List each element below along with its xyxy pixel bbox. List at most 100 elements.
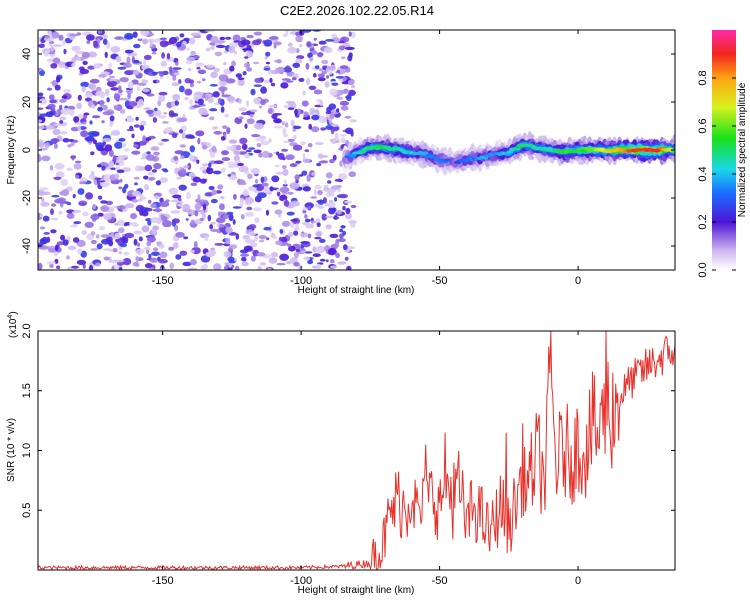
noise-blob [184, 88, 193, 96]
noise-blob [343, 244, 348, 251]
noise-blob [350, 204, 357, 209]
noise-blob [147, 171, 155, 176]
noise-blob [140, 157, 146, 160]
noise-blob [150, 146, 160, 151]
noise-blob [73, 116, 80, 123]
noise-blob [246, 206, 253, 211]
noise-blob [288, 231, 294, 238]
noise-blob [84, 221, 94, 228]
noise-blob [60, 179, 68, 186]
noise-blob [223, 250, 232, 258]
noise-blob [131, 222, 138, 226]
noise-blob [134, 182, 138, 186]
noise-blob [118, 97, 129, 101]
noise-blob [127, 81, 134, 89]
noise-blob [210, 198, 218, 204]
noise-blob [344, 200, 353, 204]
noise-blob [159, 37, 168, 41]
noise-blob [190, 259, 197, 266]
noise-blob [285, 154, 295, 161]
noise-blob [181, 132, 186, 140]
noise-blob [334, 241, 340, 248]
noise-blob [95, 90, 105, 97]
noise-blob [342, 206, 346, 211]
noise-blob [142, 88, 150, 93]
noise-blob [304, 214, 308, 219]
noise-blob [302, 186, 311, 192]
noise-blob [163, 127, 173, 134]
noise-blob [138, 140, 147, 146]
noise-blob [246, 34, 254, 39]
noise-blob [206, 167, 211, 172]
noise-blob [287, 46, 297, 54]
noise-blob [102, 38, 108, 45]
noise-blob [176, 41, 182, 48]
noise-blob [347, 79, 354, 85]
noise-blob [215, 190, 222, 194]
noise-blob [282, 127, 287, 135]
noise-blob [125, 221, 131, 226]
noise-blob [178, 85, 185, 93]
noise-blob [245, 201, 250, 205]
x-tick-label: -150 [152, 275, 174, 287]
noise-blob [246, 45, 252, 51]
noise-blob [209, 84, 218, 87]
noise-blob [286, 211, 295, 216]
noise-blob [56, 265, 61, 270]
noise-blob [97, 212, 104, 217]
noise-blob [308, 123, 313, 130]
noise-blob [124, 232, 135, 239]
noise-blob [250, 88, 256, 96]
noise-blob [242, 71, 247, 76]
noise-blob [61, 189, 70, 196]
noise-blob [221, 82, 227, 86]
noise-blob [306, 77, 310, 86]
snr-series [38, 331, 675, 570]
noise-blob [86, 34, 95, 41]
noise-blob [345, 207, 351, 214]
noise-blob [136, 86, 140, 91]
noise-blob [273, 44, 277, 49]
x-tick-label: -50 [432, 575, 448, 587]
noise-blob [45, 125, 55, 130]
noise-blob [200, 255, 211, 263]
noise-blob [133, 230, 143, 235]
noise-blob [110, 167, 116, 171]
noise-blob [314, 236, 322, 240]
snr-multiplier: (x104) [7, 311, 19, 338]
noise-blob [114, 232, 121, 240]
noise-blob [192, 176, 201, 183]
noise-blob [185, 218, 189, 221]
noise-blob [80, 130, 89, 138]
noise-blob [119, 243, 127, 248]
noise-blob [118, 85, 122, 92]
noise-blob [305, 62, 310, 70]
noise-blob [58, 34, 64, 41]
noise-blob [91, 115, 101, 119]
noise-blob [210, 71, 218, 79]
noise-blob [118, 186, 122, 190]
noise-blob [196, 159, 200, 164]
noise-blob [282, 183, 288, 187]
noise-blob [116, 166, 120, 170]
noise-blob [308, 85, 317, 91]
noise-blob [81, 230, 87, 236]
noise-blob [59, 116, 67, 121]
noise-blob [292, 77, 297, 81]
noise-blob [86, 40, 91, 44]
noise-blob [141, 210, 149, 217]
noise-blob [250, 109, 258, 113]
snr-background [38, 331, 675, 570]
noise-blob [330, 259, 335, 264]
noise-blob [276, 262, 286, 266]
noise-blob [141, 79, 149, 84]
noise-blob [141, 65, 148, 70]
noise-blob [158, 142, 164, 146]
noise-blob [226, 146, 235, 151]
noise-blob [199, 178, 207, 184]
noise-blob [81, 121, 87, 125]
noise-blob [106, 97, 110, 103]
noise-blob [190, 182, 198, 186]
signal-cell [349, 154, 357, 158]
noise-blob [38, 67, 43, 72]
